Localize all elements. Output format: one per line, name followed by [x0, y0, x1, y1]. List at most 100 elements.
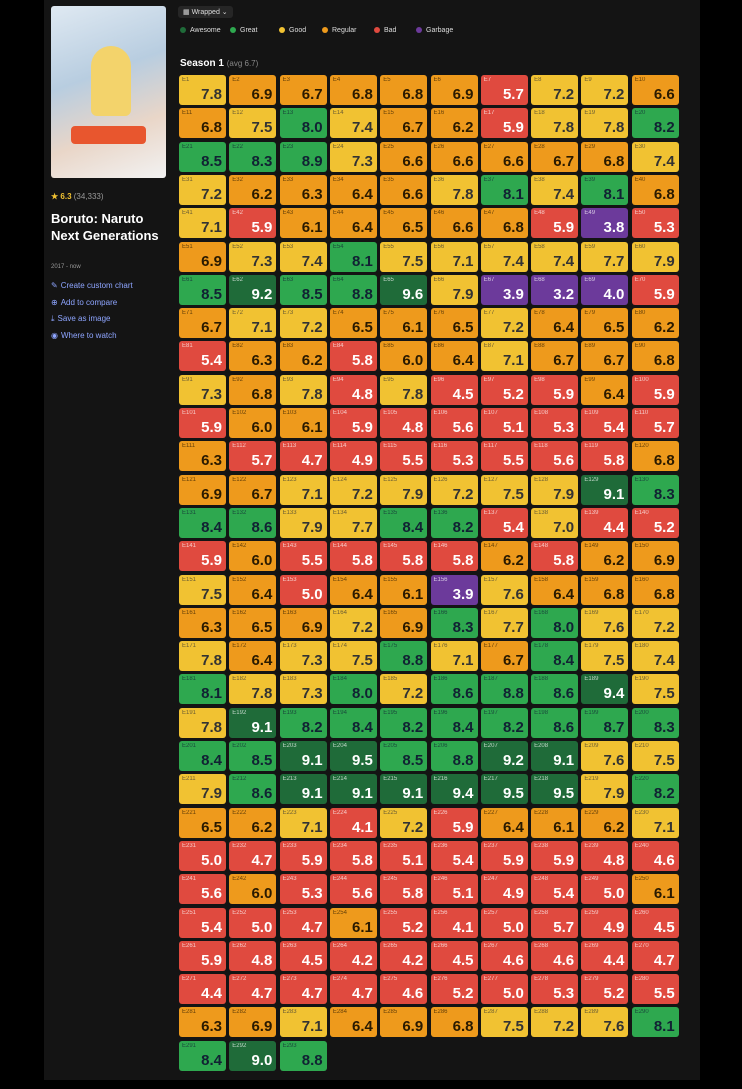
episode-cell[interactable]: E267 4.6 — [480, 940, 528, 971]
episode-cell[interactable]: E213 9.1 — [279, 774, 327, 805]
episode-cell[interactable]: E197 8.2 — [480, 707, 528, 738]
episode-cell[interactable]: E172 6.4 — [229, 641, 277, 672]
episode-cell[interactable]: E20 8.2 — [631, 108, 679, 139]
episode-cell[interactable]: E204 9.5 — [329, 741, 377, 771]
episode-cell[interactable]: E219 7.9 — [581, 774, 629, 805]
episode-cell[interactable]: E217 9.5 — [480, 774, 528, 805]
episode-cell[interactable]: E288 7.2 — [531, 1007, 579, 1038]
episode-cell[interactable]: E170 7.2 — [631, 607, 679, 638]
episode-cell[interactable]: E238 5.9 — [531, 840, 579, 871]
episode-cell[interactable]: E211 7.9 — [179, 774, 226, 805]
episode-cell[interactable]: E289 7.6 — [581, 1007, 629, 1038]
episode-cell[interactable]: E25 6.6 — [380, 141, 428, 172]
episode-cell[interactable]: E235 5.1 — [380, 840, 428, 871]
episode-cell[interactable]: E135 8.4 — [380, 507, 428, 538]
episode-cell[interactable]: E134 7.7 — [329, 507, 377, 538]
episode-cell[interactable]: E187 8.8 — [480, 674, 528, 705]
episode-cell[interactable]: E15 6.7 — [380, 108, 428, 139]
episode-cell[interactable]: E117 5.5 — [480, 441, 528, 472]
episode-cell[interactable]: E22 8.3 — [229, 141, 277, 172]
episode-cell[interactable]: E112 5.7 — [229, 441, 277, 472]
episode-cell[interactable]: E92 6.8 — [229, 374, 277, 405]
episode-cell[interactable]: E232 4.7 — [229, 840, 277, 871]
episode-cell[interactable]: E81 5.4 — [179, 341, 226, 372]
episode-cell[interactable]: E28 6.7 — [531, 141, 579, 172]
episode-cell[interactable]: E243 5.3 — [279, 874, 327, 905]
episode-cell[interactable]: E239 4.8 — [581, 840, 629, 871]
episode-cell[interactable]: E54 8.1 — [329, 241, 377, 272]
episode-cell[interactable]: E56 7.1 — [430, 241, 478, 272]
episode-cell[interactable]: E108 5.3 — [531, 408, 579, 438]
episode-cell[interactable]: E270 4.7 — [631, 940, 679, 971]
episode-cell[interactable]: E166 8.3 — [430, 607, 478, 638]
episode-cell[interactable]: E265 4.2 — [380, 940, 428, 971]
episode-cell[interactable]: E220 8.2 — [631, 774, 679, 805]
episode-cell[interactable]: E264 4.2 — [329, 940, 377, 971]
episode-cell[interactable]: E98 5.9 — [531, 374, 579, 405]
episode-cell[interactable]: E202 8.5 — [229, 741, 277, 771]
episode-cell[interactable]: E245 5.8 — [380, 874, 428, 905]
episode-cell[interactable]: E73 7.2 — [279, 308, 327, 339]
sidebar-link[interactable]: ⤓ Save as image — [51, 314, 110, 324]
episode-cell[interactable]: E69 4.0 — [581, 274, 629, 305]
episode-cell[interactable]: E66 7.9 — [430, 274, 478, 305]
episode-cell[interactable]: E252 5.0 — [229, 907, 277, 938]
episode-cell[interactable]: E3 6.7 — [279, 75, 327, 105]
episode-cell[interactable]: E35 6.6 — [380, 174, 428, 205]
episode-cell[interactable]: E225 7.2 — [380, 807, 428, 838]
episode-cell[interactable]: E100 5.9 — [631, 374, 679, 405]
episode-cell[interactable]: E132 8.6 — [229, 507, 277, 538]
episode-cell[interactable]: E173 7.3 — [279, 641, 327, 672]
episode-cell[interactable]: E277 5.0 — [480, 974, 528, 1005]
episode-cell[interactable]: E278 5.3 — [531, 974, 579, 1005]
episode-cell[interactable]: E5 6.8 — [380, 75, 428, 105]
episode-cell[interactable]: E293 8.8 — [279, 1040, 327, 1071]
episode-cell[interactable]: E210 7.5 — [631, 741, 679, 771]
episode-cell[interactable]: E58 7.4 — [531, 241, 579, 272]
episode-cell[interactable]: E165 6.9 — [380, 607, 428, 638]
episode-cell[interactable]: E179 7.5 — [581, 641, 629, 672]
episode-cell[interactable]: E77 7.2 — [480, 308, 528, 339]
episode-cell[interactable]: E176 7.1 — [430, 641, 478, 672]
episode-cell[interactable]: E109 5.4 — [581, 408, 629, 438]
episode-cell[interactable]: E280 5.5 — [631, 974, 679, 1005]
episode-cell[interactable]: E79 6.5 — [581, 308, 629, 339]
episode-cell[interactable]: E257 5.0 — [480, 907, 528, 938]
episode-cell[interactable]: E127 7.5 — [480, 474, 528, 505]
episode-cell[interactable]: E209 7.6 — [581, 741, 629, 771]
episode-cell[interactable]: E248 5.4 — [531, 874, 579, 905]
episode-cell[interactable]: E205 8.5 — [380, 741, 428, 771]
episode-cell[interactable]: E247 4.9 — [480, 874, 528, 905]
episode-cell[interactable]: E160 6.8 — [631, 574, 679, 605]
episode-cell[interactable]: E159 6.8 — [581, 574, 629, 605]
sidebar-link[interactable]: ✎ Create custom chart — [51, 281, 133, 290]
episode-cell[interactable]: E192 9.1 — [229, 707, 277, 738]
episode-cell[interactable]: E234 5.8 — [329, 840, 377, 871]
episode-cell[interactable]: E144 5.8 — [329, 541, 377, 572]
episode-cell[interactable]: E240 4.6 — [631, 840, 679, 871]
view-select[interactable]: ▦ Wrapped ⌄ — [178, 6, 233, 18]
episode-cell[interactable]: E184 8.0 — [329, 674, 377, 705]
episode-cell[interactable]: E250 6.1 — [631, 874, 679, 905]
episode-cell[interactable]: E242 6.0 — [229, 874, 277, 905]
episode-cell[interactable]: E71 6.7 — [179, 308, 226, 339]
episode-cell[interactable]: E148 5.8 — [531, 541, 579, 572]
episode-cell[interactable]: E74 6.5 — [329, 308, 377, 339]
episode-cell[interactable]: E61 8.5 — [179, 274, 226, 305]
episode-cell[interactable]: E182 7.8 — [229, 674, 277, 705]
episode-cell[interactable]: E249 5.0 — [581, 874, 629, 905]
episode-cell[interactable]: E275 4.6 — [380, 974, 428, 1005]
episode-cell[interactable]: E215 9.1 — [380, 774, 428, 805]
episode-cell[interactable]: E188 8.6 — [531, 674, 579, 705]
episode-cell[interactable]: E143 5.5 — [279, 541, 327, 572]
episode-cell[interactable]: E87 7.1 — [480, 341, 528, 372]
episode-cell[interactable]: E44 6.4 — [329, 208, 377, 239]
episode-cell[interactable]: E229 6.2 — [581, 807, 629, 838]
episode-cell[interactable]: E119 5.8 — [581, 441, 629, 472]
episode-cell[interactable]: E29 6.8 — [581, 141, 629, 172]
episode-cell[interactable]: E91 7.3 — [179, 374, 226, 405]
episode-cell[interactable]: E142 6.0 — [229, 541, 277, 572]
episode-cell[interactable]: E281 6.3 — [179, 1007, 226, 1038]
episode-cell[interactable]: E64 8.8 — [329, 274, 377, 305]
episode-cell[interactable]: E291 8.4 — [179, 1040, 226, 1071]
